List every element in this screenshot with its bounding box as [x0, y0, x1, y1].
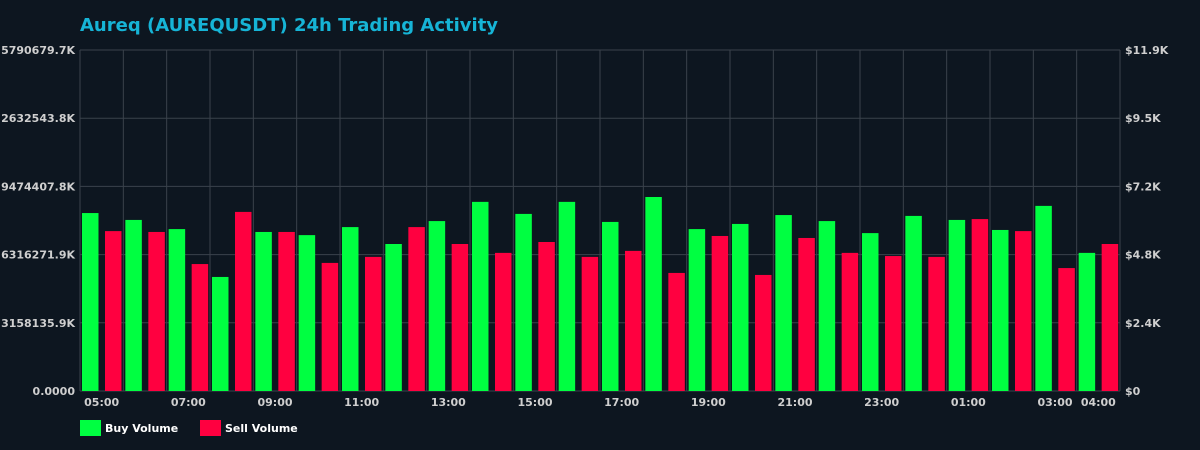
right-tick-label: $0 [1125, 385, 1141, 398]
sell-volume-bar [1015, 231, 1032, 391]
sell-volume-bar [755, 274, 772, 391]
left-tick-label: 3158135.9K [1, 317, 75, 330]
buy-volume-bar [82, 213, 99, 391]
buy-volume-bar [298, 235, 316, 391]
sell-volume-bar [798, 237, 815, 391]
buy-volume-bar [125, 219, 142, 391]
x-tick-label: 19:00 [691, 396, 726, 409]
sell-volume-bar [841, 252, 859, 391]
legend-label-sell: Sell Volume [225, 421, 298, 435]
buy-volume-bar [168, 229, 186, 391]
sell-volume-bar [495, 252, 512, 391]
sell-volume-bar [1058, 268, 1075, 391]
legend-swatch-buy [80, 420, 101, 436]
x-tick-label: 09:00 [257, 396, 292, 409]
sell-volume-bar [581, 256, 599, 391]
sell-volume-bar [971, 219, 989, 391]
left-tick-label: 6316271.9K [1, 249, 75, 262]
sell-volume-bar [191, 264, 209, 391]
right-tick-label: $9.5K [1125, 112, 1161, 125]
buy-volume-bar [1078, 252, 1096, 391]
legend-swatch-sell [200, 420, 221, 436]
sell-volume-bar [928, 256, 945, 391]
sell-volume-bar [711, 235, 729, 391]
buy-volume-bar [732, 223, 749, 391]
legend-label-buy: Buy Volume [105, 421, 179, 435]
sell-volume-bar [321, 262, 339, 391]
buy-volume-bar [385, 243, 402, 391]
chart-title: Aureq (AUREQUSDT) 24h Trading Activity [80, 15, 499, 36]
sell-volume-bar [105, 231, 122, 391]
sell-volume-bar [148, 231, 165, 391]
x-tick-label: 13:00 [431, 396, 466, 409]
buy-volume-bar [255, 231, 272, 391]
x-tick-label: 07:00 [171, 396, 206, 409]
sell-volume-bar [1101, 243, 1119, 391]
x-tick-label: 17:00 [604, 396, 639, 409]
right-tick-label: $7.2K [1125, 180, 1161, 193]
left-tick-label: 2632543.8K [1, 112, 75, 125]
right-tick-label: $11.9K [1125, 44, 1169, 57]
sell-volume-bar [235, 211, 252, 391]
buy-volume-bar [558, 201, 576, 391]
buy-volume-bar [992, 229, 1009, 391]
buy-volume-bar [472, 201, 489, 391]
buy-volume-bar [1035, 205, 1052, 391]
x-tick-label: 23:00 [864, 396, 899, 409]
buy-volume-bar [905, 215, 922, 391]
sell-volume-bar [668, 272, 685, 391]
buy-volume-bar [818, 221, 836, 391]
sell-volume-bar [365, 256, 382, 391]
left-tick-label: 9474407.8K [1, 180, 75, 193]
buy-volume-bar [428, 221, 446, 391]
left-tick-label: 5790679.7K [1, 44, 75, 57]
sell-volume-bar [278, 231, 295, 391]
sell-volume-bar [451, 243, 469, 391]
sell-volume-bar [625, 250, 642, 391]
x-tick-label: 21:00 [777, 396, 812, 409]
buy-volume-bar [688, 229, 706, 391]
buy-volume-bar [775, 215, 792, 391]
buy-volume-bar [645, 197, 662, 391]
buy-volume-bar [862, 233, 879, 391]
x-tick-label: 03:00 [1037, 396, 1072, 409]
x-tick-label: 05:00 [84, 396, 119, 409]
buy-volume-bar [212, 276, 229, 391]
right-tick-label: $4.8K [1125, 249, 1161, 262]
x-tick-label: 15:00 [517, 396, 552, 409]
left-tick-label: 0.0000 [33, 385, 76, 398]
legend-buy[interactable]: Buy Volume [80, 420, 178, 436]
buy-volume-bar [602, 221, 619, 391]
buy-volume-bar [948, 219, 966, 391]
legend-sell[interactable]: Sell Volume [200, 420, 298, 436]
sell-volume-bar [538, 241, 555, 391]
sell-volume-bar [885, 256, 902, 391]
buy-volume-bar [515, 213, 532, 391]
sell-volume-bar [408, 227, 425, 391]
buy-volume-bar [342, 227, 359, 391]
x-tick-label: 04:00 [1081, 396, 1116, 409]
x-tick-label: 01:00 [951, 396, 986, 409]
x-tick-label: 11:00 [344, 396, 379, 409]
right-tick-label: $2.4K [1125, 317, 1161, 330]
